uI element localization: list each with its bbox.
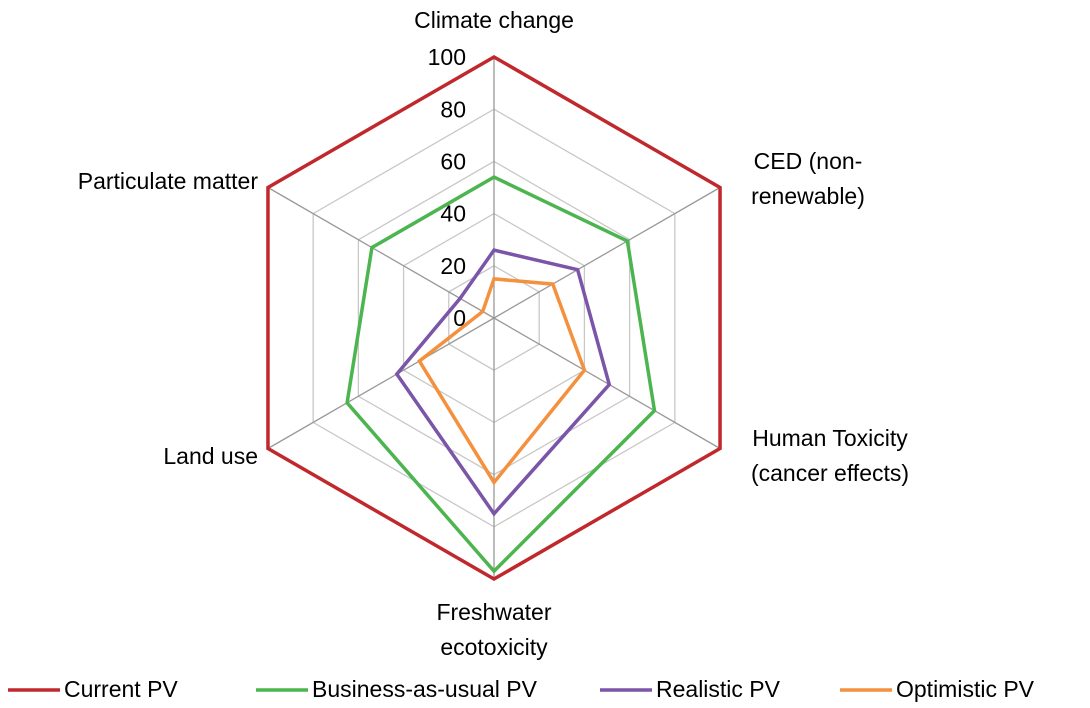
- r-tick-label: 0: [453, 305, 466, 331]
- category-label: Freshwater: [436, 599, 551, 625]
- r-tick-label: 40: [440, 201, 466, 227]
- legend-label: Current PV: [64, 676, 178, 702]
- legend-label: Business-as-usual PV: [312, 676, 538, 702]
- axis-spoke: [267, 186, 495, 319]
- r-tick-label: 80: [440, 96, 466, 122]
- r-tick-label: 60: [440, 148, 466, 174]
- category-label: CED (non-: [754, 148, 863, 174]
- legend-label: Realistic PV: [656, 676, 781, 702]
- r-tick-label: 20: [440, 253, 466, 279]
- series-line: [266, 54, 722, 582]
- category-label: ecotoxicity: [440, 634, 548, 660]
- axis-spoke: [267, 317, 495, 450]
- category-label: (cancer effects): [751, 460, 909, 486]
- axis-spoke: [493, 317, 721, 450]
- category-label: renewable): [751, 183, 865, 209]
- r-tick-label: 100: [428, 44, 466, 70]
- series-line: [345, 175, 657, 574]
- category-label: Climate change: [414, 7, 574, 33]
- category-label: Land use: [163, 443, 258, 469]
- series-line: [394, 248, 612, 517]
- axis-spoke: [493, 186, 721, 319]
- category-label: Human Toxicity: [752, 425, 908, 451]
- category-label: Particulate matter: [78, 168, 259, 194]
- series-line: [417, 276, 587, 486]
- legend-label: Optimistic PV: [896, 676, 1035, 702]
